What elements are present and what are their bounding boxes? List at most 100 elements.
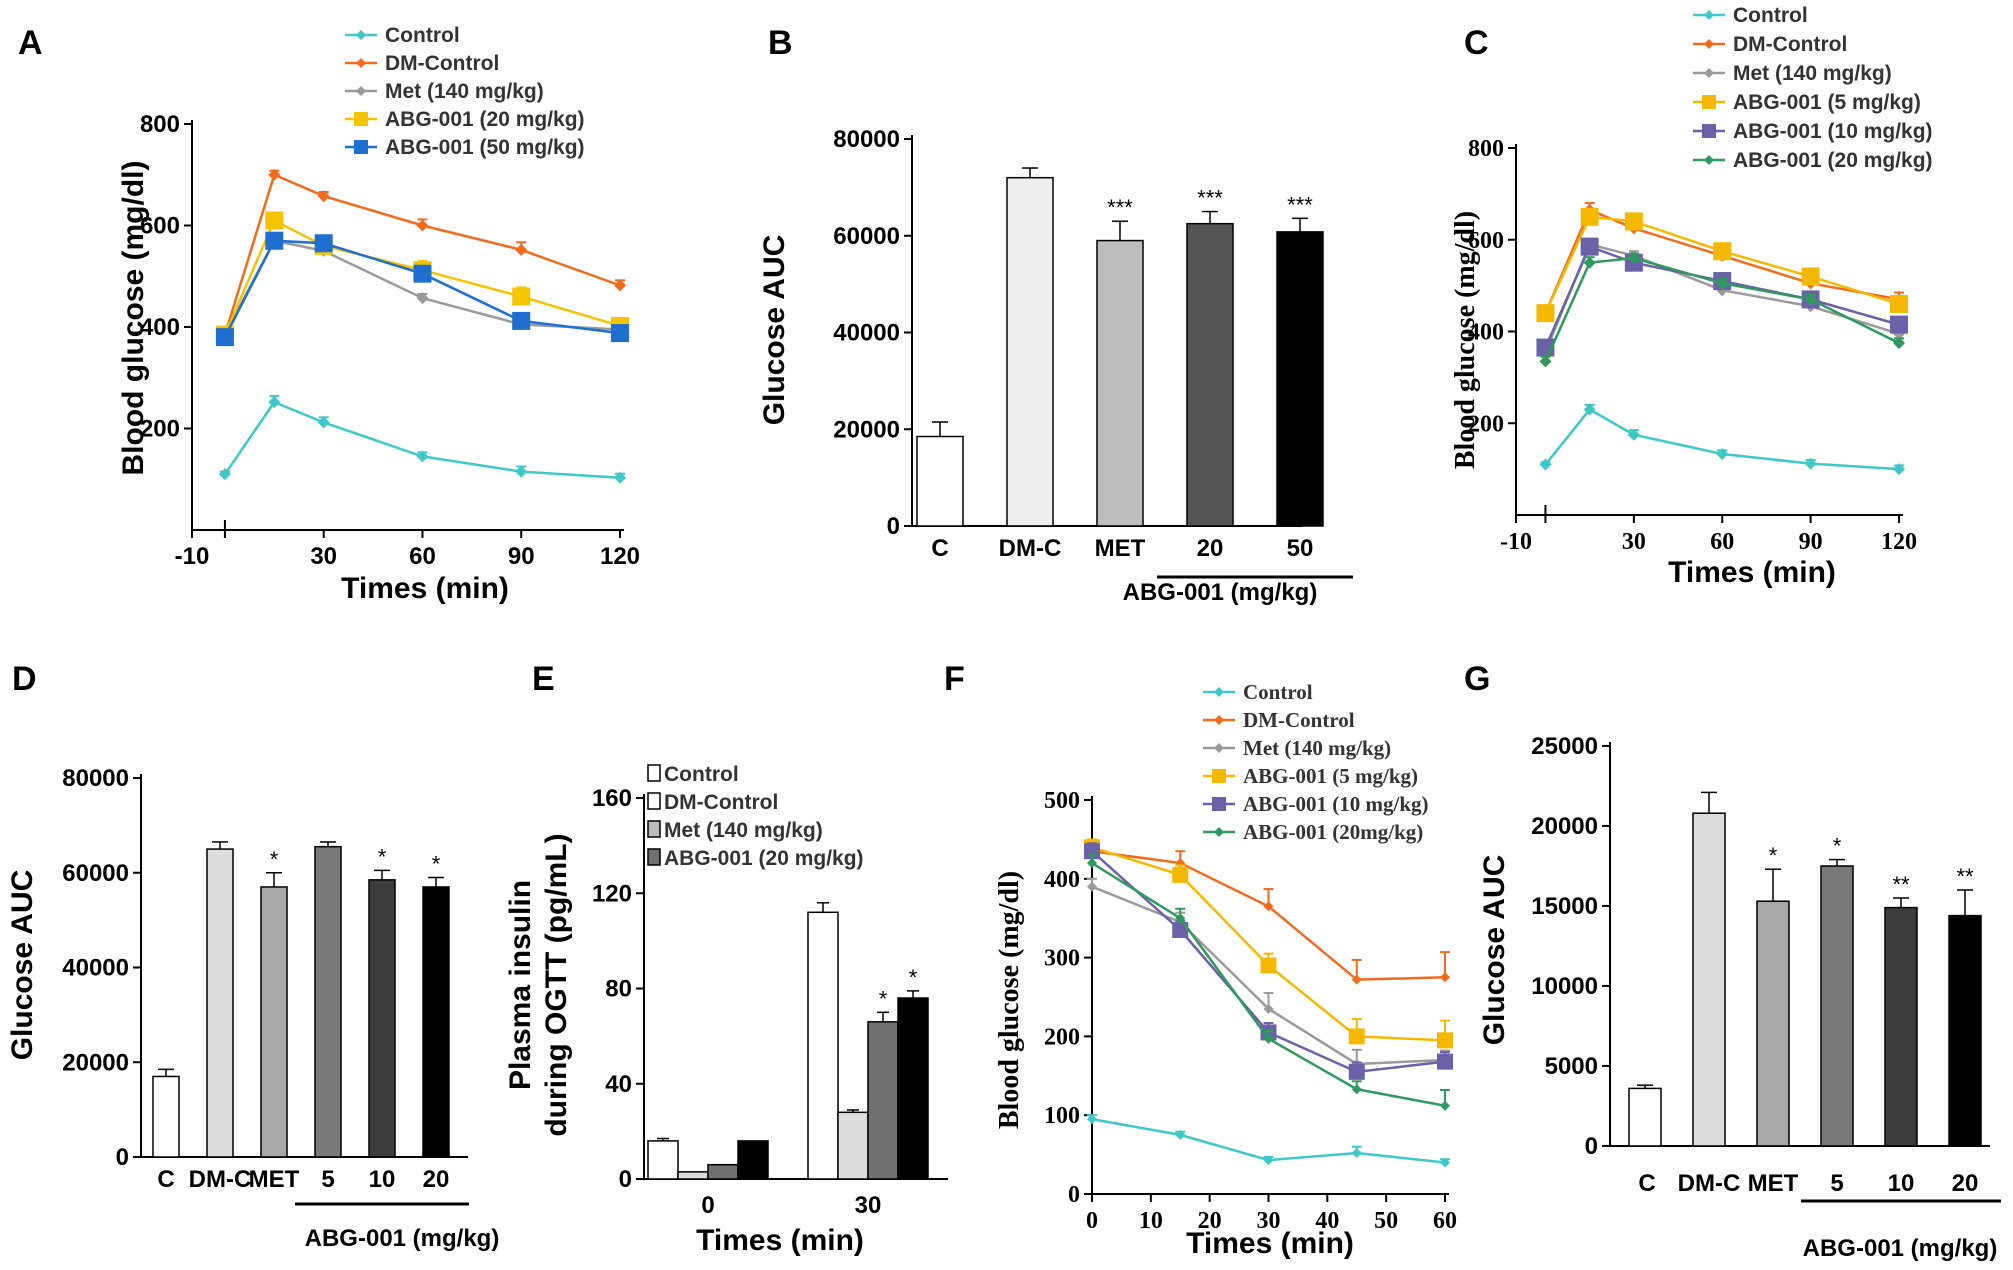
legend-label: ABG-001 (50 mg/kg) [385, 136, 585, 159]
chart-B: 0 20000 40000 60000 80000 C DM-C *** MET *** 20 ***… [758, 126, 1353, 606]
legend-swatch [647, 820, 661, 838]
data-point [1539, 458, 1552, 471]
legend-label: ABG-001 (10 mg/kg) [1243, 792, 1429, 816]
legend-label: Met (140 mg/kg) [1243, 736, 1391, 760]
bar [737, 1140, 769, 1180]
bar [1276, 231, 1324, 527]
legend-label: Met (140 mg/kg) [1733, 62, 1892, 85]
legend-label: ABG-001 (20 mg/kg) [385, 108, 585, 131]
category-label: DM-C [999, 535, 1062, 562]
y-tick-label: 10000 [1531, 973, 1598, 1000]
legend-label: Met (140 mg/kg) [664, 819, 823, 842]
x-axis-label: Times (min) [1186, 1227, 1354, 1260]
data-point [512, 311, 531, 330]
chart-D: 0 20000 40000 60000 80000 C DM-C * MET 5 * 10 * 20 ABG… [6, 765, 499, 1252]
data-point [1175, 913, 1186, 924]
legend-marker [356, 58, 366, 68]
y-tick-label: 200 [1044, 1024, 1080, 1050]
data-point [1804, 293, 1817, 306]
y-tick-label: 400 [1044, 867, 1080, 893]
data-point [1440, 1100, 1450, 1111]
data-point [416, 219, 429, 232]
bar [837, 1111, 869, 1180]
series-F-3 [1084, 838, 1453, 1049]
y-axis-label: Glucose AUC [758, 235, 791, 426]
legend-label: ABG-001 (5 mg/kg) [1733, 91, 1921, 114]
data-point [416, 292, 429, 305]
significance-marker: * [1769, 843, 1778, 868]
panel-label-f: F [944, 660, 965, 698]
x-tick-label: -10 [1500, 529, 1532, 555]
y-tick-label: 20000 [833, 416, 900, 443]
y-tick-label: 40000 [833, 320, 900, 347]
data-point [1893, 463, 1905, 476]
category-label: C [931, 535, 948, 562]
data-point [1351, 974, 1362, 985]
data-point [1348, 1063, 1365, 1080]
significance-marker: * [378, 844, 387, 869]
data-point [1804, 457, 1817, 470]
y-tick-label: 15000 [1531, 893, 1598, 920]
bar [677, 1171, 709, 1180]
x-axis-label: ABG-001 (mg/kg) [1803, 1235, 1998, 1262]
legend-label: Met (140 mg/kg) [385, 80, 544, 103]
data-point [1172, 866, 1189, 883]
data-point [515, 465, 528, 478]
legend-marker [354, 112, 368, 126]
legend-marker [1704, 39, 1714, 49]
data-point [1348, 1028, 1365, 1045]
x-tick-label: 90 [508, 543, 535, 570]
significance-marker: * [432, 851, 441, 876]
significance-marker: *** [1107, 195, 1133, 220]
chart-A: 200 400 600 800 -10 30 60 90 120 Times (min) Blood… [117, 24, 640, 605]
data-point [1087, 858, 1097, 869]
chart-C: 200 400 600 800 -10 30 60 90 120 Times (min) Blood… [1450, 4, 1933, 589]
legend-label: DM-Control [385, 52, 499, 75]
data-point [268, 396, 281, 409]
series-line [223, 400, 621, 479]
data-point [1087, 1114, 1097, 1125]
x-tick-label: 0 [1086, 1208, 1098, 1234]
bar [1628, 1087, 1662, 1147]
significance-marker: *** [1197, 186, 1223, 211]
data-point [1716, 447, 1729, 460]
data-point [1437, 1032, 1453, 1049]
data-point [1539, 355, 1552, 368]
legend-label: ABG-001 (5 mg/kg) [1243, 764, 1418, 788]
data-point [515, 243, 528, 256]
legend-marker [1214, 827, 1224, 837]
series-F-0 [1087, 1114, 1450, 1168]
y-tick-label: 400 [140, 314, 180, 341]
bar [314, 845, 342, 1158]
series-line [1544, 215, 1900, 314]
x-tick-label: 30 [1257, 1208, 1281, 1234]
data-point [265, 211, 284, 230]
series-C-5 [1539, 252, 1905, 368]
category-label: MET [1748, 1170, 1799, 1197]
y-tick-label: 0 [887, 513, 900, 540]
legend-marker [356, 30, 366, 40]
category-label: MET [1095, 535, 1146, 562]
x-axis-label: ABG-001 (mg/kg) [305, 1225, 500, 1252]
y-tick-label: 60000 [833, 223, 900, 250]
data-point [1260, 957, 1277, 974]
data-point [265, 231, 284, 250]
y-tick-label: 400 [1468, 320, 1504, 346]
bar [1692, 812, 1726, 1147]
significance-marker: ** [1892, 872, 1910, 897]
legend-label: Control [385, 24, 460, 47]
data-point [614, 471, 626, 484]
category-label: 50 [1287, 535, 1314, 562]
significance-marker: * [270, 847, 279, 872]
data-point [1263, 1033, 1274, 1044]
x-tick-label: 60 [409, 543, 436, 570]
data-point [1351, 1084, 1362, 1095]
bar [1948, 914, 1982, 1147]
legend-label: ABG-001 (20 mg/kg) [664, 847, 864, 870]
data-point [1172, 922, 1189, 939]
bar [260, 886, 288, 1158]
y-tick-label: 200 [1468, 411, 1504, 437]
data-point [268, 168, 281, 181]
x-tick-label: 120 [600, 543, 640, 570]
bar [152, 1075, 180, 1158]
